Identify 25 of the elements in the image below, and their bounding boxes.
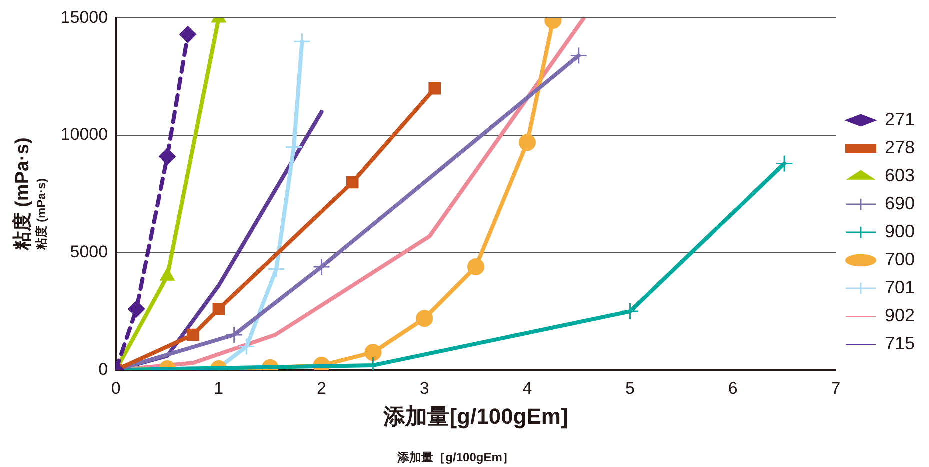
legend-label: 690 [884, 193, 916, 214]
legend-label: 700 [884, 249, 916, 270]
legend-label: 701 [884, 277, 916, 298]
legend-label: 715 [884, 333, 916, 354]
x-tick-label: 3 [420, 379, 430, 398]
x-tick-label: 7 [831, 379, 841, 398]
x-axis-title: 添加量[g/100gEm] [382, 404, 568, 429]
legend-label: 902 [884, 305, 916, 326]
y-tick-label: 15000 [60, 8, 108, 27]
legend-label: 271 [884, 109, 916, 130]
legend-label: 278 [884, 137, 916, 158]
y-tick-label: 10000 [60, 125, 108, 144]
y-axis-title: 粘度 (mPa·s) [12, 138, 34, 252]
x-tick-label: 1 [214, 379, 224, 398]
x-tick-label: 6 [728, 379, 738, 398]
y-tick-label: 0 [98, 360, 108, 379]
legend-label: 900 [884, 221, 916, 242]
text: 粘度 (mPa·s) [34, 178, 48, 251]
x-tick-label: 2 [317, 379, 326, 398]
legend-label: 603 [884, 165, 916, 186]
y-tick-label: 5000 [70, 242, 108, 262]
x-tick-label: 0 [111, 379, 121, 398]
text: 添加量［g/100gEm］ [396, 450, 514, 464]
x-tick-label: 4 [522, 379, 532, 398]
x-tick-label: 5 [626, 379, 636, 398]
